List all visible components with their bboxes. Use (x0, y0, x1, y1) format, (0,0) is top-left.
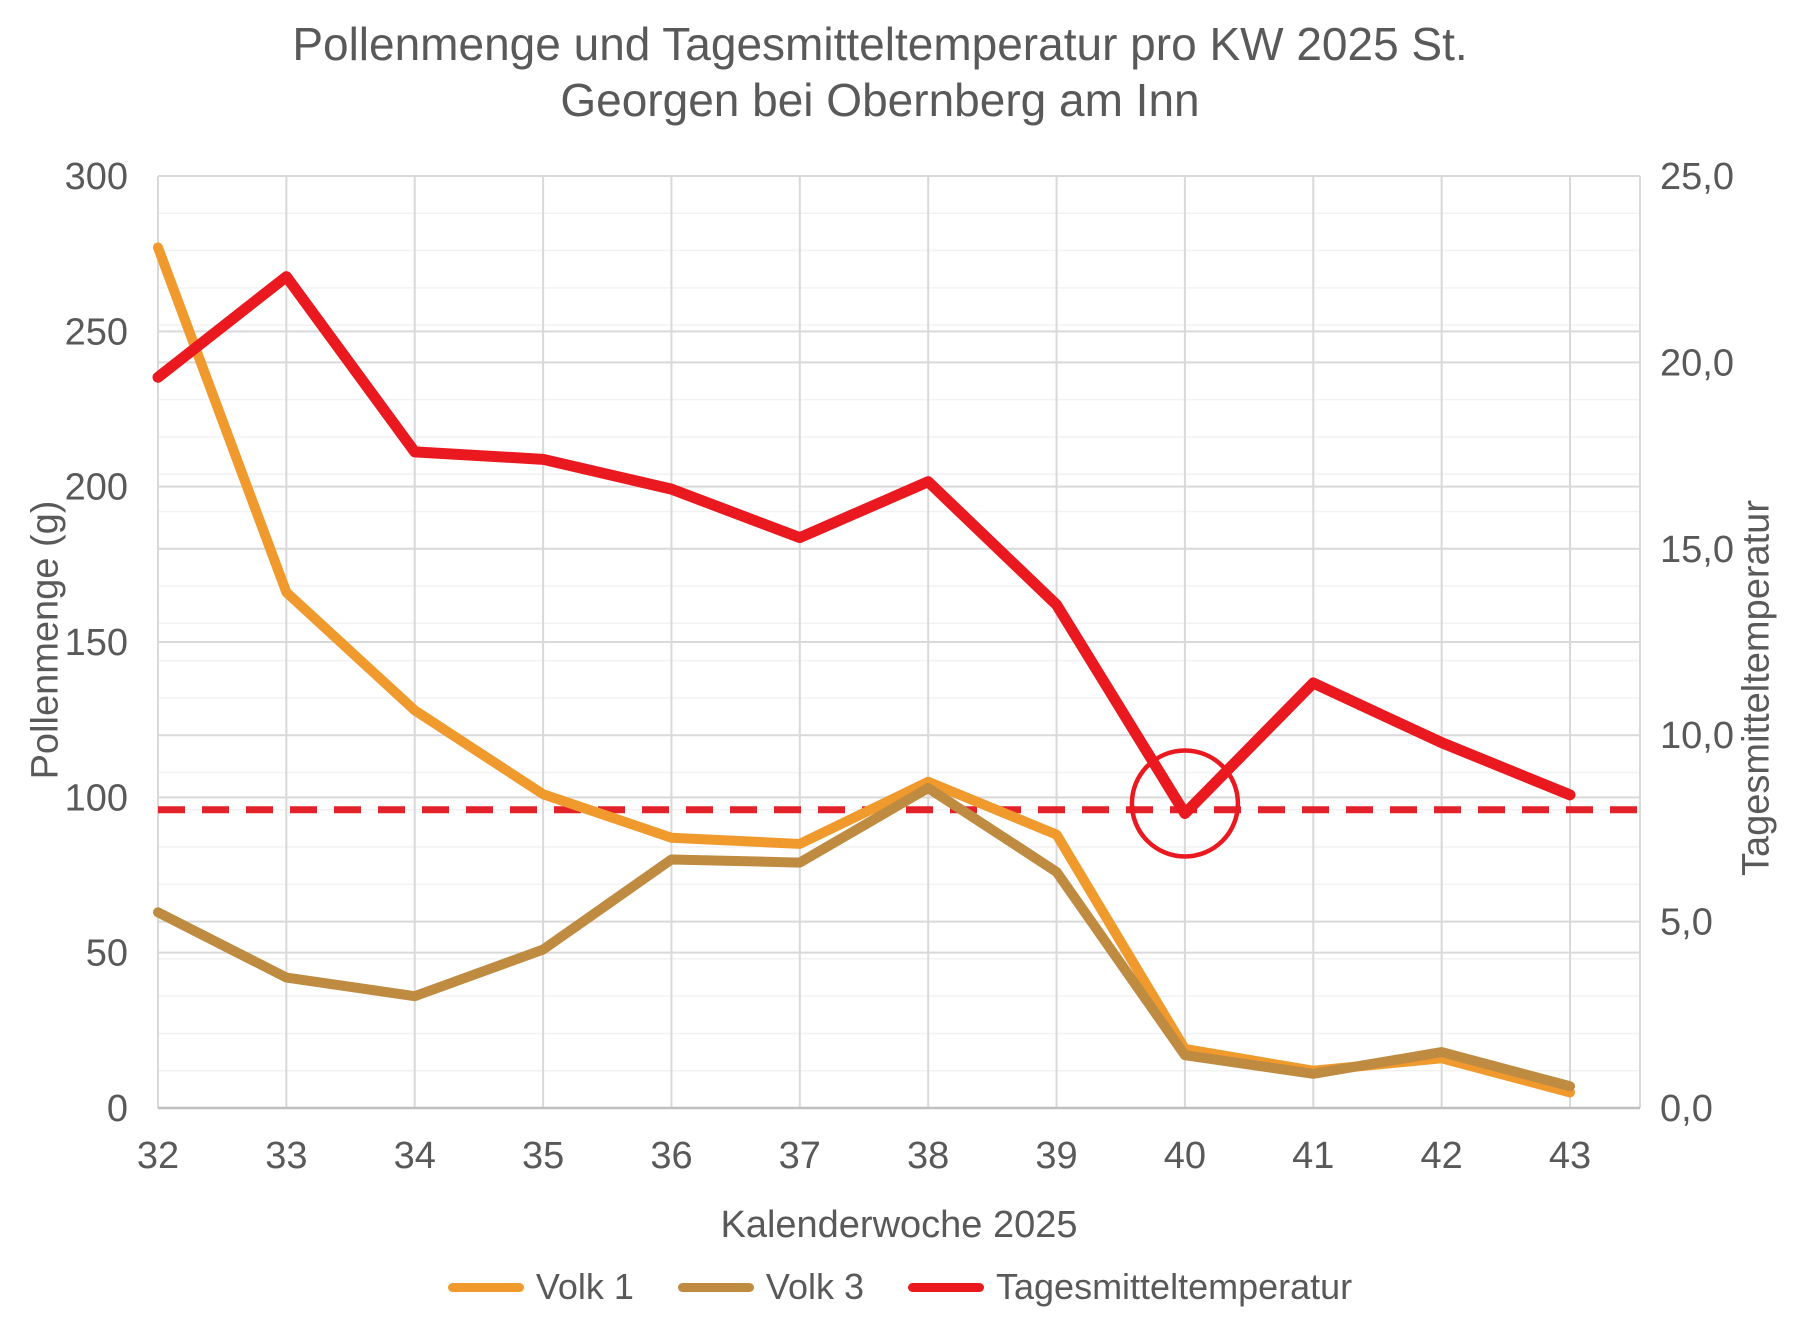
x-tick-label: 35 (522, 1135, 564, 1177)
legend-swatch (447, 1282, 524, 1292)
legend-item-volk-1: Volk 1 (447, 1266, 634, 1308)
y-left-tick-label: 50 (86, 933, 128, 975)
x-tick-label: 39 (1035, 1135, 1077, 1177)
x-tick-label: 40 (1164, 1135, 1206, 1177)
x-tick-label: 38 (907, 1135, 949, 1177)
y-left-axis-title: Pollenmenge (g) (24, 500, 67, 780)
chart-title-line1: Pollenmenge und Tagesmitteltemperatur pr… (292, 18, 1468, 70)
x-tick-label: 32 (137, 1135, 179, 1177)
legend-item-volk-3: Volk 3 (677, 1266, 864, 1308)
y-right-tick-label: 0,0 (1660, 1088, 1713, 1130)
y-right-axis-title: Tagesmitteltemperatur (1735, 500, 1778, 876)
x-tick-label: 42 (1420, 1135, 1462, 1177)
y-right-tick-label: 5,0 (1660, 902, 1713, 944)
y-right-tick-label: 25,0 (1660, 156, 1734, 198)
legend-label: Volk 3 (765, 1266, 864, 1307)
legend-swatch (908, 1282, 984, 1292)
y-left-tick-label: 200 (65, 467, 128, 509)
annotation-circle (1129, 748, 1241, 859)
y-right-tick-label: 20,0 (1660, 342, 1734, 384)
series-line-tagesmitteltemperatur (152, 271, 1576, 819)
legend-label: Tagesmitteltemperatur (996, 1266, 1353, 1307)
chart-title-line2: Georgen bei Obernberg am Inn (560, 74, 1200, 126)
legend-label: Volk 1 (535, 1266, 634, 1307)
series-line-volk-1 (153, 242, 1575, 1098)
series-line-volk-3 (153, 783, 1575, 1092)
y-left-tick-label: 100 (65, 777, 128, 819)
x-tick-label: 33 (265, 1135, 307, 1177)
x-tick-label: 41 (1292, 1135, 1334, 1177)
x-tick-label: 36 (650, 1135, 692, 1177)
y-right-tick-label: 15,0 (1660, 529, 1734, 571)
x-axis-title: Kalenderwoche 2025 (720, 1204, 1078, 1246)
x-tick-label: 37 (779, 1135, 821, 1177)
legend: Volk 1 Volk 3 Tagesmitteltemperatur (0, 1266, 1800, 1308)
x-tick-label: 43 (1549, 1135, 1591, 1177)
y-left-tick-label: 150 (65, 622, 128, 664)
y-left-tick-label: 300 (65, 156, 128, 198)
x-tick-label: 34 (394, 1135, 436, 1177)
legend-item-tagesmitteltemperatur: Tagesmitteltemperatur (908, 1266, 1352, 1308)
legend-swatch (677, 1282, 754, 1292)
y-left-tick-label: 250 (65, 311, 128, 353)
chart-title: Pollenmenge und Tagesmitteltemperatur pr… (0, 16, 1760, 128)
y-left-tick-label: 0 (107, 1088, 128, 1130)
y-right-tick-label: 10,0 (1660, 715, 1734, 757)
